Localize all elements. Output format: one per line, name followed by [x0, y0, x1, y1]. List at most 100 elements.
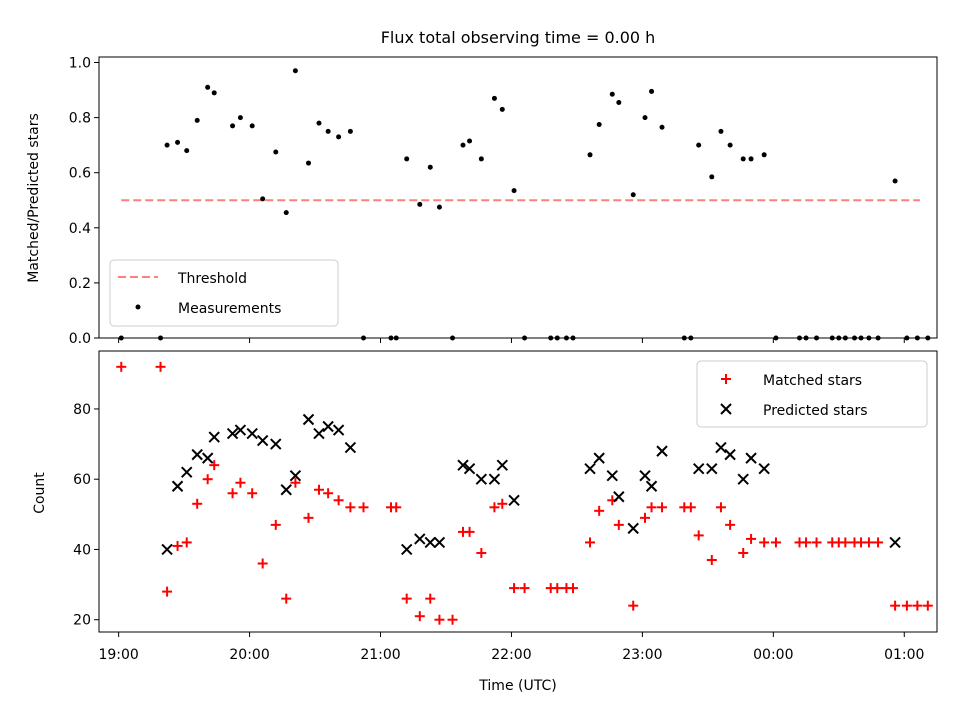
predicted-star-point	[745, 452, 757, 464]
matched-star-point	[257, 558, 268, 569]
measurement-point	[740, 156, 746, 162]
y-ticks-count: 20 40 60 80	[73, 402, 99, 629]
measurement-point	[511, 188, 517, 194]
matched-star-point	[706, 554, 717, 565]
predicted-star-point	[414, 533, 426, 545]
predicted-star-point	[433, 536, 446, 549]
matched-star-point	[912, 600, 923, 611]
measurement-point	[616, 99, 622, 105]
measurement-point	[260, 196, 266, 202]
legend-predicted-swatch	[720, 403, 732, 415]
count-panel: Count Time (UTC) 20 40 60 80 19:00 20:00 21:0…	[32, 350, 938, 694]
predicted-star-point	[171, 480, 184, 492]
matched-star-point	[746, 533, 757, 544]
matched-star-point	[840, 537, 851, 548]
y-tick-label: 80	[73, 402, 91, 418]
predicted-star-point	[191, 448, 203, 461]
x-ticks-count: 19:00 20:00 21:00 22:00 23:00 00:00 01:00	[98, 632, 924, 663]
legend-box	[109, 259, 339, 327]
predicted-star-point	[627, 522, 639, 535]
predicted-star-point	[289, 469, 302, 482]
x-tick-label: 20:00	[229, 647, 269, 663]
measurement-point	[417, 201, 423, 207]
matched-star-point	[901, 600, 912, 611]
plot-frame-count	[98, 350, 938, 633]
matched-star-point	[155, 361, 166, 372]
matched-star-point	[281, 593, 292, 604]
predicted-star-point	[645, 480, 658, 492]
matched-star-point	[447, 614, 458, 625]
matched-star-point	[333, 495, 344, 506]
matched-star-point	[345, 502, 356, 513]
legend-ratio: Threshold Measurements	[109, 259, 339, 327]
matched-star-point	[646, 502, 657, 513]
measurement-point	[587, 152, 593, 158]
matched-star-point	[657, 502, 668, 513]
y-tick-label: 0.6	[69, 166, 91, 182]
matched-star-point	[628, 600, 639, 611]
measurement-point	[630, 192, 636, 198]
measurement-point	[205, 84, 211, 90]
measurement-point	[404, 156, 410, 162]
matched-star-point	[922, 600, 933, 611]
predicted-star-point	[593, 452, 605, 464]
predicted-star-point	[181, 466, 193, 478]
matched-star-point	[209, 460, 220, 471]
y-tick-label: 40	[73, 542, 91, 558]
matched-star-point	[693, 530, 704, 541]
predicted-star-point	[488, 473, 501, 485]
predicted-star-point	[692, 462, 705, 475]
predicted-star-point	[606, 469, 618, 482]
measurement-point	[283, 210, 289, 216]
matched-star-point	[181, 537, 192, 548]
matched-star-point	[801, 537, 812, 548]
matched-star-point	[519, 583, 530, 594]
measurement-point	[659, 124, 665, 130]
y-tick-label: 0.0	[69, 331, 91, 347]
matched-star-point	[414, 611, 425, 622]
x-tick-label: 21:00	[360, 647, 400, 663]
predicted-star-point	[889, 536, 901, 549]
matched-star-point	[434, 614, 445, 625]
measurement-point	[696, 142, 702, 148]
x-tick-label: 19:00	[98, 647, 138, 663]
measurement-point	[325, 128, 331, 134]
predicted-star-point	[208, 431, 220, 443]
measurement-point	[427, 164, 433, 170]
matched-star-point	[464, 526, 475, 537]
matched-star-point	[358, 502, 369, 513]
matched-star-point	[725, 519, 736, 530]
y-tick-label: 0.4	[69, 221, 91, 237]
matched-star-point	[497, 498, 508, 509]
matched-star-point	[116, 361, 127, 372]
legend-matched-swatch	[721, 374, 731, 384]
legend-matched-label: Matched stars	[763, 373, 862, 389]
measurement-point	[892, 178, 898, 184]
matched-star-point	[890, 600, 901, 611]
measurement-point	[609, 91, 615, 97]
measurement-point	[347, 128, 353, 134]
measurement-point	[718, 128, 724, 134]
x-axis-label: Time (UTC)	[478, 678, 556, 694]
matched-star-point	[509, 583, 520, 594]
matched-star-point	[489, 502, 500, 513]
measurement-point	[306, 160, 311, 166]
measurement-point	[164, 142, 170, 148]
x-ticks-ratio	[118, 338, 905, 343]
predicted-star-point	[332, 424, 345, 436]
matched-star-point	[303, 512, 314, 523]
predicted-star-point	[724, 448, 736, 461]
matched-star-point	[613, 519, 624, 530]
measurement-point	[761, 152, 767, 158]
matched-star-point	[290, 477, 301, 488]
predicted-star-point	[457, 459, 469, 471]
predicted-star-point	[302, 413, 315, 426]
matched-star-point	[685, 502, 696, 513]
matched-star-point	[585, 537, 596, 548]
x-tick-label: 23:00	[622, 647, 662, 663]
measurement-point	[499, 106, 505, 112]
predicted-star-point	[246, 427, 258, 440]
predicted-stars-points	[161, 413, 901, 556]
matched-star-point	[247, 488, 258, 499]
